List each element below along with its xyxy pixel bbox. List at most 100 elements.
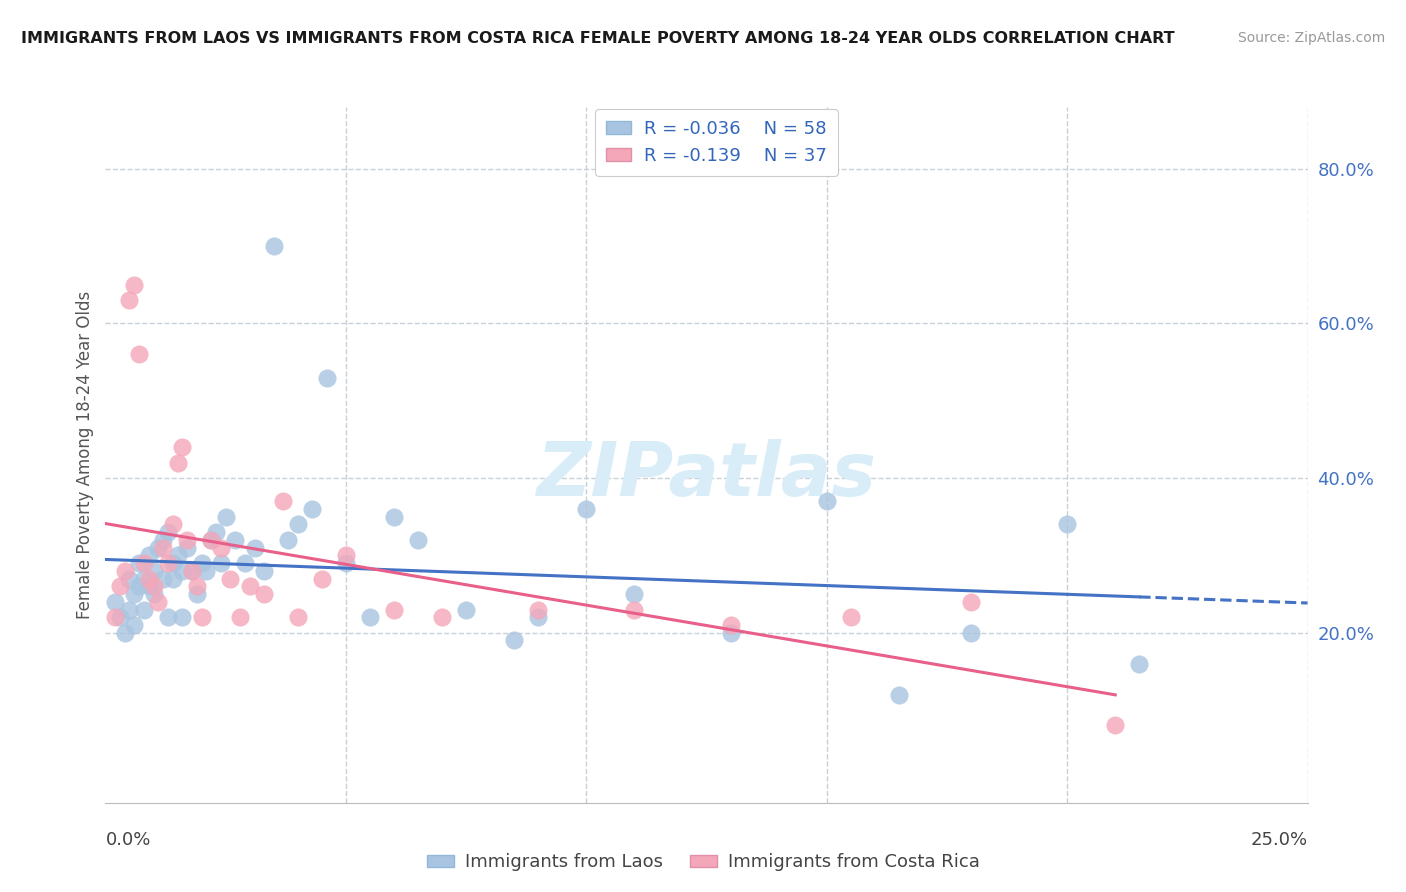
Point bbox=[277, 533, 299, 547]
Point bbox=[1128, 657, 1150, 671]
Point bbox=[1056, 517, 1078, 532]
Text: 25.0%: 25.0% bbox=[1250, 830, 1308, 848]
Point bbox=[132, 556, 155, 570]
Point bbox=[960, 595, 983, 609]
Point bbox=[430, 610, 453, 624]
Point bbox=[118, 602, 141, 616]
Point bbox=[623, 602, 645, 616]
Point bbox=[152, 541, 174, 555]
Point bbox=[118, 293, 141, 308]
Point bbox=[124, 618, 146, 632]
Text: IMMIGRANTS FROM LAOS VS IMMIGRANTS FROM COSTA RICA FEMALE POVERTY AMONG 18-24 YE: IMMIGRANTS FROM LAOS VS IMMIGRANTS FROM … bbox=[21, 31, 1175, 46]
Point bbox=[229, 610, 252, 624]
Point bbox=[186, 587, 208, 601]
Text: 0.0%: 0.0% bbox=[105, 830, 150, 848]
Point bbox=[190, 556, 212, 570]
Point bbox=[406, 533, 429, 547]
Point bbox=[200, 533, 222, 547]
Point bbox=[124, 277, 146, 292]
Point bbox=[382, 509, 405, 524]
Point bbox=[172, 440, 194, 454]
Point bbox=[243, 541, 266, 555]
Point bbox=[162, 517, 184, 532]
Point bbox=[114, 625, 136, 640]
Text: Source: ZipAtlas.com: Source: ZipAtlas.com bbox=[1237, 31, 1385, 45]
Point bbox=[152, 572, 174, 586]
Point bbox=[156, 610, 179, 624]
Point bbox=[815, 494, 838, 508]
Point bbox=[960, 625, 983, 640]
Point bbox=[205, 525, 228, 540]
Point bbox=[209, 556, 232, 570]
Point bbox=[128, 579, 150, 593]
Point bbox=[287, 517, 309, 532]
Point bbox=[176, 533, 198, 547]
Point bbox=[287, 610, 309, 624]
Point bbox=[575, 502, 598, 516]
Point bbox=[527, 610, 550, 624]
Point bbox=[108, 610, 131, 624]
Point bbox=[335, 556, 357, 570]
Y-axis label: Female Poverty Among 18-24 Year Olds: Female Poverty Among 18-24 Year Olds bbox=[76, 291, 94, 619]
Point bbox=[195, 564, 218, 578]
Point bbox=[1104, 718, 1126, 732]
Point bbox=[253, 564, 276, 578]
Point bbox=[148, 595, 170, 609]
Point bbox=[219, 572, 242, 586]
Point bbox=[720, 625, 742, 640]
Point bbox=[186, 579, 208, 593]
Point bbox=[200, 533, 222, 547]
Point bbox=[124, 587, 146, 601]
Point bbox=[142, 564, 165, 578]
Point bbox=[273, 494, 295, 508]
Point bbox=[138, 549, 160, 563]
Point bbox=[720, 618, 742, 632]
Point bbox=[315, 370, 337, 384]
Point bbox=[335, 549, 357, 563]
Point bbox=[156, 525, 179, 540]
Point bbox=[233, 556, 256, 570]
Point bbox=[138, 579, 160, 593]
Point bbox=[503, 633, 526, 648]
Legend: Immigrants from Laos, Immigrants from Costa Rica: Immigrants from Laos, Immigrants from Co… bbox=[419, 847, 987, 879]
Point bbox=[209, 541, 232, 555]
Point bbox=[162, 556, 184, 570]
Point bbox=[128, 556, 150, 570]
Point bbox=[162, 572, 184, 586]
Point bbox=[311, 572, 333, 586]
Point bbox=[104, 610, 127, 624]
Point bbox=[152, 533, 174, 547]
Point bbox=[156, 556, 179, 570]
Point bbox=[454, 602, 477, 616]
Point bbox=[172, 564, 194, 578]
Point bbox=[138, 572, 160, 586]
Point bbox=[527, 602, 550, 616]
Legend: R = -0.036    N = 58, R = -0.139    N = 37: R = -0.036 N = 58, R = -0.139 N = 37 bbox=[595, 109, 838, 176]
Point bbox=[166, 549, 188, 563]
Point bbox=[224, 533, 246, 547]
Point bbox=[190, 610, 212, 624]
Point bbox=[166, 456, 188, 470]
Point bbox=[114, 564, 136, 578]
Point bbox=[623, 587, 645, 601]
Point bbox=[142, 579, 165, 593]
Point bbox=[104, 595, 127, 609]
Point bbox=[359, 610, 381, 624]
Text: ZIPatlas: ZIPatlas bbox=[537, 439, 876, 512]
Point bbox=[148, 541, 170, 555]
Point bbox=[118, 572, 141, 586]
Point bbox=[128, 347, 150, 361]
Point bbox=[839, 610, 862, 624]
Point bbox=[132, 602, 155, 616]
Point bbox=[214, 509, 236, 524]
Point bbox=[253, 587, 276, 601]
Point bbox=[176, 541, 198, 555]
Point bbox=[181, 564, 204, 578]
Point bbox=[108, 579, 131, 593]
Point bbox=[172, 610, 194, 624]
Point bbox=[301, 502, 323, 516]
Point bbox=[181, 564, 204, 578]
Point bbox=[263, 239, 285, 253]
Point bbox=[132, 572, 155, 586]
Point bbox=[382, 602, 405, 616]
